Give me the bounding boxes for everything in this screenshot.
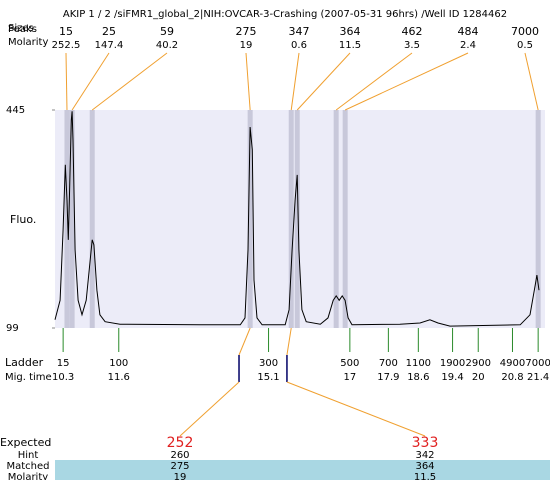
- peak-band: [64, 110, 70, 328]
- ladder-time: 17: [343, 372, 356, 383]
- ladder-size: 15: [57, 358, 70, 369]
- peak-size: 275: [236, 25, 257, 38]
- ladder-size: 1100: [406, 358, 431, 369]
- y-tick-label: 445: [6, 105, 25, 116]
- expected-connector: [286, 327, 292, 356]
- peak-size: 59: [160, 25, 174, 38]
- expected-connector: [286, 381, 426, 437]
- ladder-size: 100: [109, 358, 128, 369]
- peak-molarity: 147.4: [95, 40, 124, 51]
- row-label: Ladder: [5, 356, 44, 369]
- peak-connector: [335, 52, 413, 111]
- peak-band: [288, 110, 294, 328]
- row-label: Molarity: [8, 472, 48, 480]
- peak-band: [69, 110, 75, 328]
- peak-band: [89, 110, 95, 328]
- matched: 364: [415, 461, 434, 472]
- peak-molarity: 0.5: [517, 40, 533, 51]
- peak-connector: [524, 52, 539, 111]
- trace: [54, 111, 540, 327]
- ladder-size: 700: [379, 358, 398, 369]
- y-tick-label: 99: [6, 323, 19, 334]
- peak-size: 364: [340, 25, 361, 38]
- ladder-size: 2900: [466, 358, 491, 369]
- peak-band: [294, 110, 300, 328]
- peak-connector: [91, 52, 168, 111]
- row-label: Matched: [6, 461, 49, 472]
- hint: 260: [170, 450, 189, 461]
- peak-band: [333, 110, 339, 328]
- ladder-time: 18.6: [407, 372, 429, 383]
- ladder-time: 10.3: [52, 372, 74, 383]
- expected-size: 333: [412, 435, 439, 451]
- matched-molarity: 19: [174, 472, 187, 480]
- expected-connector: [238, 327, 251, 356]
- expected-size: 252: [167, 435, 194, 451]
- ladder-time: 11.6: [108, 372, 130, 383]
- ladder-size: 4900: [500, 358, 525, 369]
- peak-molarity: 40.2: [156, 40, 178, 51]
- peak-molarity: 2.4: [460, 40, 476, 51]
- peak-connector: [245, 52, 251, 111]
- plot-area: [55, 110, 545, 328]
- row-label: Expected: [0, 436, 51, 449]
- peak-connector: [344, 52, 469, 111]
- row-label: Peaks: [8, 24, 37, 35]
- peak-size: 484: [458, 25, 479, 38]
- peak-connector: [71, 52, 110, 111]
- peak-connector: [65, 52, 68, 111]
- title: AKIP 1 / 2 /siFMR1_global_2|NIH:OVCAR-3-…: [63, 9, 507, 20]
- peak-size: 25: [102, 25, 116, 38]
- peak-molarity: 3.5: [404, 40, 420, 51]
- peak-molarity: 11.5: [339, 40, 361, 51]
- axis-label: Fluo.: [10, 213, 36, 226]
- ladder-time: 21.4: [527, 372, 549, 383]
- row-label: Sizes: [8, 23, 34, 34]
- peak-connector: [296, 52, 351, 111]
- row-label: Mig. time: [5, 372, 52, 383]
- ladder-time: 20: [472, 372, 485, 383]
- matched-band: [55, 460, 550, 480]
- peak-band: [342, 110, 348, 328]
- ladder-time: 19.4: [441, 372, 463, 383]
- peak-molarity: 0.6: [291, 40, 307, 51]
- matched: 275: [170, 461, 189, 472]
- peak-size: 462: [402, 25, 423, 38]
- peak-band: [247, 110, 253, 328]
- ladder-time: 15.1: [257, 372, 279, 383]
- ladder-size: 300: [259, 358, 278, 369]
- matched-molarity: 11.5: [414, 472, 436, 480]
- peak-size: 7000: [511, 25, 539, 38]
- ladder-time: 20.8: [501, 372, 523, 383]
- ladder-time: 17.9: [377, 372, 399, 383]
- peak-size: 15: [59, 25, 73, 38]
- peak-molarity: 252.5: [52, 40, 81, 51]
- peak-size: 347: [289, 25, 310, 38]
- expected-connector: [179, 381, 240, 437]
- row-label: Hint: [18, 450, 39, 461]
- ladder-size: 500: [340, 358, 359, 369]
- row-label: Molarity: [8, 37, 48, 48]
- peak-connector: [290, 52, 300, 111]
- peak-band: [535, 110, 541, 328]
- hint: 342: [415, 450, 434, 461]
- ladder-size: 1900: [440, 358, 465, 369]
- ladder-size: 7000: [525, 358, 550, 369]
- peak-molarity: 19: [240, 40, 253, 51]
